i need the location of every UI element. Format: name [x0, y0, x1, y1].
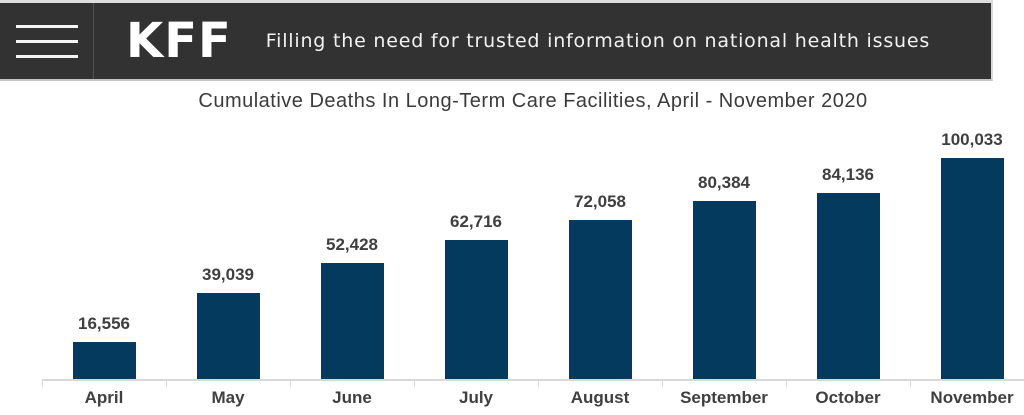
- bar-value-label: 52,428: [326, 235, 378, 254]
- bar: [72, 342, 136, 379]
- axis-tick: [166, 379, 167, 387]
- bar-value-label: 39,039: [202, 265, 254, 284]
- hamburger-icon: [15, 24, 78, 58]
- x-tick-label: October: [815, 388, 881, 407]
- axis-tick: [910, 379, 911, 387]
- bar-group: 100,033: [910, 119, 1024, 379]
- bar-value-label: 100,033: [941, 130, 1003, 149]
- axis-tick: [290, 379, 291, 387]
- bar-group: 80,384: [662, 119, 786, 379]
- x-tick-label: July: [458, 388, 494, 407]
- axis-tick: [414, 379, 415, 387]
- x-axis-labels: April May June July August September October No…: [42, 381, 1024, 408]
- bar-value-label: 16,556: [78, 314, 130, 333]
- bar: [816, 193, 880, 379]
- x-tick-label: November: [930, 388, 1014, 407]
- bar-value-label: 80,384: [698, 173, 750, 192]
- x-tick-label: August: [570, 388, 630, 407]
- menu-button[interactable]: [0, 3, 94, 79]
- x-tick-label: April: [84, 388, 124, 407]
- x-tick-label: May: [211, 388, 245, 407]
- bar-group: 39,039: [166, 119, 290, 379]
- bar-value-label: 84,136: [822, 165, 874, 184]
- x-tick-label: June: [332, 388, 372, 407]
- bar: [568, 220, 632, 379]
- bar-chart: 16,556 39,039 52,428 62,716 72,058 80,384 84,1…: [42, 119, 1024, 408]
- site-header: KFF Filling the need for trusted informa…: [0, 0, 993, 81]
- bar-group: 72,058: [538, 119, 662, 379]
- bar: [692, 201, 756, 379]
- kff-logo[interactable]: KFF: [126, 13, 232, 69]
- axis-tick: [662, 379, 663, 387]
- axis-tick: [538, 379, 539, 387]
- bar-value-label: 72,058: [574, 192, 626, 211]
- bar-group: 16,556: [42, 119, 166, 379]
- plot-area: 16,556 39,039 52,428 62,716 72,058 80,384 84,1…: [42, 119, 1024, 387]
- bar: [320, 263, 384, 379]
- x-tick-label: September: [680, 388, 768, 407]
- chart-title: Cumulative Deaths In Long-Term Care Faci…: [198, 90, 868, 112]
- axis-tick: [786, 379, 787, 387]
- header-tagline: Filling the need for trusted information…: [265, 30, 931, 52]
- bar-value-label: 62,716: [450, 212, 502, 231]
- bar-group: 62,716: [414, 119, 538, 379]
- bar: [444, 240, 508, 379]
- bar: [940, 158, 1004, 379]
- axis-tick: [42, 379, 43, 387]
- bar-group: 52,428: [290, 119, 414, 379]
- bar-group: 84,136: [786, 119, 910, 379]
- bar: [196, 293, 260, 379]
